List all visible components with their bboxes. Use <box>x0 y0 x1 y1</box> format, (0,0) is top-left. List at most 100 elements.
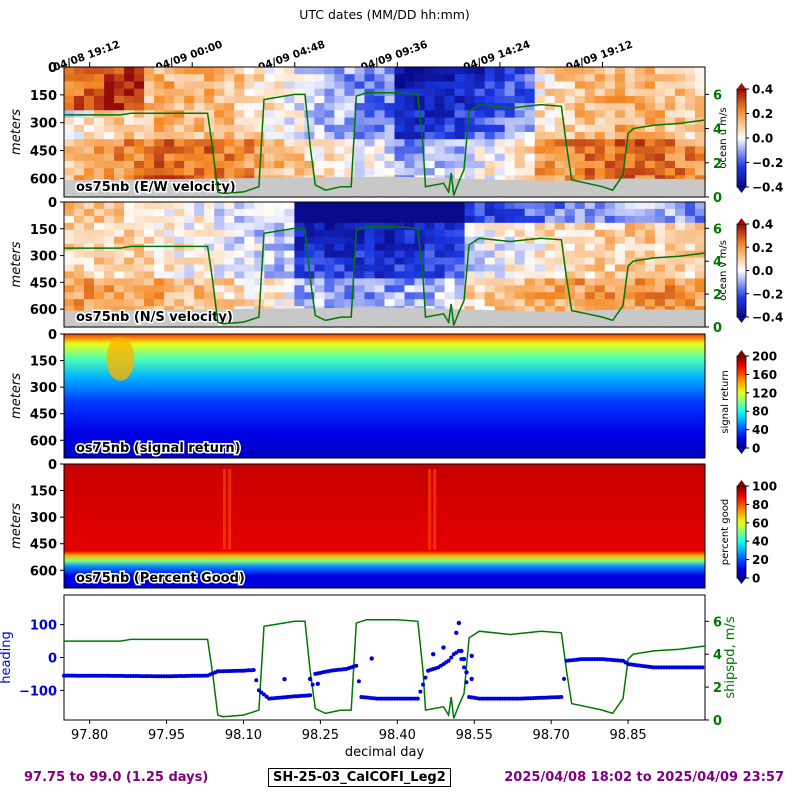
heading-point <box>423 675 428 680</box>
heatmap-cell <box>64 124 75 133</box>
heatmap-cell <box>304 153 315 162</box>
heatmap-cell <box>675 250 686 259</box>
heatmap-cell <box>614 88 626 97</box>
heatmap-cell <box>104 222 115 231</box>
heatmap-cell <box>374 124 386 133</box>
heatmap-cell <box>214 264 225 272</box>
heatmap-cell <box>504 124 516 133</box>
heatmap-cell <box>314 292 325 300</box>
heatmap-cell <box>374 243 386 252</box>
heatmap-cell <box>594 243 606 252</box>
heatmap-cell <box>454 257 466 266</box>
heatmap-cell <box>324 110 335 119</box>
heatmap-cell <box>74 278 85 286</box>
heatmap-cell <box>474 208 486 217</box>
heatmap-cell <box>464 299 476 307</box>
heatmap-cell <box>524 110 536 119</box>
heatmap-cell <box>374 215 386 224</box>
heatmap-cell <box>424 215 436 224</box>
heatmap-cell <box>494 215 506 224</box>
heatmap-cell <box>374 168 386 176</box>
heatmap-cell <box>274 95 285 104</box>
heatmap-cell <box>354 110 366 119</box>
heatmap-cell <box>695 236 706 245</box>
heatmap-cell <box>514 292 526 300</box>
heatmap-cell <box>244 153 255 162</box>
heatmap-cell <box>554 110 566 119</box>
heatmap-cell <box>164 208 175 217</box>
heatmap-cell <box>194 132 205 140</box>
heatmap-cell <box>344 153 355 162</box>
heatmap-cell <box>664 236 676 245</box>
heatmap-cell <box>84 74 95 82</box>
heatmap-cell <box>444 103 456 111</box>
colorbar-tick-label: 200 <box>752 350 777 364</box>
heatmap-cell <box>244 88 255 97</box>
heatmap-cell <box>634 139 646 147</box>
heatmap-cell <box>154 271 165 279</box>
heatmap-cell <box>544 222 556 231</box>
heatmap-cell <box>64 299 75 307</box>
heatmap-cell <box>174 95 185 104</box>
top-axis-title: UTC dates (MM/DD hh:mm) <box>299 7 470 22</box>
heatmap-cell <box>124 160 135 169</box>
heatmap-cell <box>334 250 345 259</box>
shipspd-tick-label: 0 <box>713 191 722 206</box>
heatmap-cell <box>84 306 95 314</box>
heatmap-cell <box>194 208 205 217</box>
heatmap-cell <box>584 88 596 97</box>
heatmap-cell <box>524 285 536 293</box>
heatmap-cell <box>544 74 556 82</box>
heatmap-cell <box>164 132 175 140</box>
heatmap-cell <box>604 132 616 140</box>
heatmap-cell <box>94 81 105 90</box>
depth-tick-label: 150 <box>30 355 57 370</box>
heatmap-cell <box>384 139 396 147</box>
heatmap-cell <box>234 243 245 252</box>
shipspd-tick-label: 6 <box>713 615 722 630</box>
heatmap-cell <box>494 67 506 75</box>
heatmap-cell <box>494 146 506 155</box>
heatmap-cell <box>474 299 486 307</box>
heatmap-cell <box>304 299 315 307</box>
heatmap-cell <box>554 160 566 169</box>
heatmap-cell <box>334 67 345 75</box>
heatmap-cell <box>284 202 295 210</box>
heatmap-cell <box>64 236 75 245</box>
heatmap-cell <box>154 67 165 75</box>
heatmap-cell <box>124 299 135 307</box>
heatmap-cell <box>594 95 606 104</box>
heatmap-cell <box>124 278 135 286</box>
x-tick-label: 98.25 <box>302 728 339 743</box>
heatmap-cell <box>234 160 245 169</box>
heatmap-cell <box>614 153 626 162</box>
heatmap-cell <box>424 110 436 119</box>
heatmap-cell <box>294 160 305 169</box>
heatmap-cell <box>84 208 95 217</box>
heatmap-cell <box>624 292 636 300</box>
heatmap-cell <box>344 292 355 300</box>
heatmap-cell <box>364 168 376 176</box>
heatmap-cell <box>344 208 355 217</box>
heatmap-cell <box>364 264 376 272</box>
heatmap-cell <box>204 243 215 252</box>
panel-label: os75nb (Percent Good) <box>76 571 245 586</box>
heatmap-cell <box>524 175 536 184</box>
heatmap-cell <box>234 146 245 155</box>
heatmap-cell <box>154 257 165 266</box>
colorbar-top-arrow <box>737 83 746 89</box>
heatmap-cell <box>114 153 125 162</box>
heatmap-cell <box>214 222 225 231</box>
heatmap-cell <box>384 271 396 279</box>
heatmap-cell <box>454 67 466 75</box>
heading-point <box>559 695 564 699</box>
heatmap-cell <box>284 117 295 126</box>
heatmap-cell <box>464 285 476 293</box>
heatmap-cell <box>634 292 646 300</box>
heatmap-cell <box>164 168 175 176</box>
heatmap-cell <box>234 229 245 238</box>
heatmap-cell <box>444 250 456 259</box>
heatmap-cell <box>314 95 325 104</box>
heatmap-cell <box>675 146 686 155</box>
heatmap-cell <box>124 271 135 279</box>
